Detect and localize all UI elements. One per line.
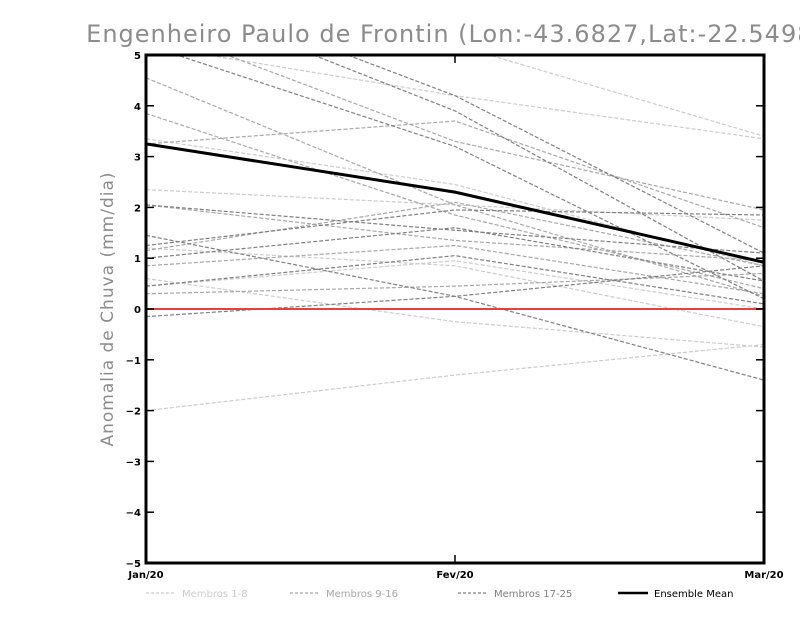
legend-label: Ensemble Mean xyxy=(654,589,733,600)
member-line-9 xyxy=(146,77,764,297)
member-line-19 xyxy=(146,204,764,254)
series-layer xyxy=(146,55,764,412)
member-line-14 xyxy=(146,244,764,295)
member-line-25 xyxy=(146,227,764,282)
x-tick-label: Mar/20 xyxy=(744,570,783,581)
member-line-20 xyxy=(146,255,764,305)
legend-label: Membros 1-8 xyxy=(182,589,248,600)
member-line-13 xyxy=(146,201,764,267)
member-line-23 xyxy=(345,55,764,254)
ensemble-mean-line xyxy=(146,142,764,264)
legend: Membros 1-8 Membros 9-16 Membros 17-25 Ense… xyxy=(146,589,733,600)
member-line-10 xyxy=(146,112,764,290)
legend-label: Membros 17-25 xyxy=(494,589,572,600)
y-tick-label: −4 xyxy=(126,508,141,519)
member-line-1 xyxy=(146,189,764,221)
y-tick-label: 4 xyxy=(134,102,141,113)
y-tick-label: 1 xyxy=(134,254,141,265)
axis-layer: −5 −4 −3 −2 −1 0 1 2 3 4 5 Jan/20 Fev/20 Mar/20 xyxy=(126,51,784,581)
x-tick-label: Fev/20 xyxy=(436,570,473,581)
y-tick-label: 2 xyxy=(134,203,141,214)
y-tick-label: 3 xyxy=(134,153,141,164)
y-tick-label: −5 xyxy=(126,559,141,570)
member-line-16 xyxy=(224,55,764,211)
y-tick-label: −1 xyxy=(126,356,141,367)
member-line-17 xyxy=(146,234,764,381)
member-line-12 xyxy=(146,204,764,262)
y-axis-label: Anomalia de Chuva (mm/dia) xyxy=(98,171,118,446)
member-line-11 xyxy=(146,120,764,229)
member-line-18 xyxy=(146,209,764,247)
x-tick-label: Jan/20 xyxy=(127,570,163,581)
y-tick-label: 5 xyxy=(134,51,141,62)
member-line-7 xyxy=(487,55,764,137)
member-line-5 xyxy=(146,343,764,412)
ensemble-mean-layer xyxy=(146,142,764,264)
member-line-6 xyxy=(146,247,764,328)
member-line-22 xyxy=(174,55,764,300)
y-tick-label: −3 xyxy=(126,457,141,468)
chart-title: Engenheiro Paulo de Frontin (Lon:-43.682… xyxy=(86,20,800,48)
member-line-24 xyxy=(311,55,764,282)
y-tick-label: −2 xyxy=(126,407,141,418)
member-line-4 xyxy=(146,277,764,348)
member-line-3 xyxy=(146,260,764,310)
y-tick-label: 0 xyxy=(134,305,141,316)
member-line-15 xyxy=(146,272,764,295)
legend-label: Membros 9-16 xyxy=(326,589,398,600)
